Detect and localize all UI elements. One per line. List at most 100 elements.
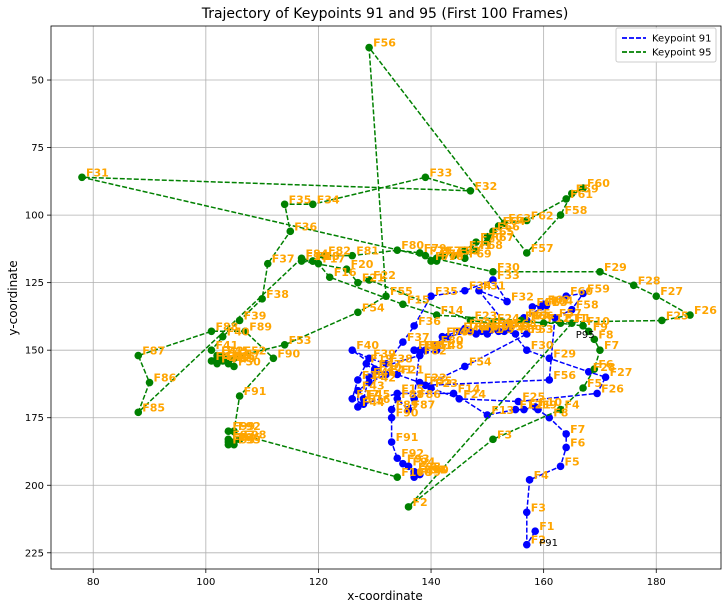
keypoint-95-frame-label: F4 [565, 399, 581, 412]
keypoint-95-point [556, 211, 565, 219]
keypoint-95-frame-label: F91 [244, 385, 267, 398]
keypoint-91-frame-label: F47 [379, 358, 402, 371]
keypoint-95-frame-label: F11 [565, 312, 588, 325]
keypoint-95-frame-label: F85 [142, 401, 165, 414]
keypoint-91-frame-label: F46 [373, 366, 396, 379]
keypoint-91-frame-label: F36 [418, 315, 441, 328]
keypoint-91-frame-label: F12 [519, 399, 542, 412]
keypoint-91-frame-label: F75 [497, 318, 520, 331]
keypoint-91-frame-label: F90 [396, 407, 419, 420]
keypoint-95-frame-label: F40 [227, 326, 250, 339]
keypoint-95-frame-label: F94 [232, 431, 255, 444]
keypoint-95-frame-label: F90 [277, 347, 300, 360]
keypoint-91-frame-label: F83 [418, 339, 441, 352]
keypoint-95-frame-label: F59 [576, 182, 599, 195]
keypoint-95-point [522, 216, 531, 225]
series-layer [78, 43, 694, 549]
keypoint-91-point [449, 389, 458, 398]
keypoint-95-point [213, 354, 221, 363]
keypoint-95-frame-label: F7 [604, 339, 619, 352]
keypoint-91-point [503, 297, 511, 306]
keypoint-95-point [522, 249, 531, 257]
keypoint-91-frame-label: F71 [480, 323, 503, 336]
keypoint-95-frame-label: F43 [215, 350, 238, 363]
keypoint-91-frame-label: F25 [522, 391, 545, 404]
frame-label-layer: F1F2F3F4F5F6F7F8F9F10F11F12F13F14F15F16F… [86, 37, 717, 550]
keypoint-95-point [567, 319, 576, 327]
keypoint-95-frame-label: F42 [221, 345, 244, 358]
keypoint-91-frame-label: F22 [424, 372, 447, 385]
keypoint-95-point [207, 346, 216, 354]
keypoint-95-frame-label: F39 [244, 309, 267, 322]
keypoint-95-point [466, 316, 475, 325]
keypoint-95-frame-label: F17 [322, 253, 345, 266]
keypoint-91-point [556, 462, 565, 471]
keypoint-95-frame-label: F1 [576, 312, 591, 325]
keypoint-91-frame-label: F95 [418, 461, 441, 474]
keypoint-91-point [410, 470, 418, 479]
keypoint-91-frame-label: F19 [370, 353, 393, 366]
keypoint-95-frame-label: F36 [294, 220, 317, 233]
keypoint-91-frame-label: F40 [356, 339, 379, 352]
keypoint-91-point [506, 324, 514, 333]
keypoint-95-frame-label: F89 [249, 320, 272, 333]
keypoint-91-point [387, 413, 396, 422]
keypoint-95-frame-label: F82 [328, 245, 351, 258]
keypoint-91-frame-label: F63 [545, 296, 568, 309]
keypoint-95-frame-label: F6 [598, 358, 614, 371]
keypoint-91-point [461, 286, 469, 295]
keypoint-91-frame-label: F78 [463, 320, 486, 333]
keypoint-95-frame-label: F60 [587, 177, 610, 190]
keypoint-95-frame-label: F64 [503, 215, 526, 228]
keypoint-91-series [348, 276, 610, 549]
keypoint-91-frame-label: F77 [474, 320, 497, 333]
keypoint-95-frame-label: F10 [587, 315, 610, 328]
keypoint-91-frame-label: F32 [511, 291, 534, 304]
keypoint-95-frame-label: F81 [356, 245, 379, 258]
keypoint-95-point [354, 278, 362, 287]
keypoint-91-frame-label: F99 [418, 466, 441, 479]
keypoint-91-point [500, 327, 509, 336]
keypoint-95-point [258, 295, 266, 303]
keypoint-91-point [494, 327, 503, 336]
keypoint-95-frame-label: F41 [215, 339, 238, 352]
keypoint-95-frame-label: F48 [227, 350, 250, 363]
y-tick-label: 150 [25, 346, 44, 357]
keypoint-91-point [415, 470, 424, 479]
keypoint-95-frame-label: F78 [429, 245, 452, 258]
keypoint-95-point [320, 251, 328, 260]
keypoint-95-point [269, 354, 278, 363]
keypoint-95-series [78, 43, 694, 511]
keypoint-95-point [421, 173, 430, 182]
keypoint-91-point [382, 359, 390, 368]
keypoint-91-point [404, 405, 413, 414]
keypoint-91-frame-label: F14 [458, 382, 481, 395]
keypoint-91-frame-label: F9 [542, 399, 557, 412]
x-tick-label: 120 [309, 577, 328, 588]
keypoint-95-frame-label: F3 [497, 428, 512, 441]
keypoint-91-frame-label: F55 [429, 374, 452, 387]
keypoint-95-point [466, 186, 475, 195]
keypoint-95-frame-label: F88 [215, 320, 238, 333]
keypoint-91-point [444, 332, 452, 341]
keypoint-95-frame-label: F23 [474, 309, 497, 322]
keypoint-95-point [658, 316, 666, 325]
keypoint-95-frame-label: F71 [469, 239, 492, 252]
keypoint-95-frame-label: F30 [497, 261, 520, 274]
keypoint-95-point [472, 238, 480, 246]
keypoint-95-frame-label: F35 [289, 193, 312, 206]
keypoint-95-point [235, 435, 244, 444]
keypoint-95-frame-label: F100 [401, 466, 432, 479]
keypoint-91-point [354, 403, 362, 411]
keypoint-91-frame-label: F94 [413, 455, 436, 468]
keypoint-91-point [522, 330, 531, 338]
keypoint-95-point [489, 319, 497, 327]
keypoint-95-point [590, 365, 599, 373]
keypoint-95-point [500, 219, 509, 228]
keypoint-95-frame-label: F19 [306, 250, 329, 263]
keypoint-95-frame-label: F47 [238, 347, 261, 360]
keypoint-95-point [556, 405, 565, 414]
keypoint-95-point [218, 332, 227, 341]
keypoint-95-point [432, 311, 441, 319]
x-tick-label: 80 [87, 577, 100, 588]
